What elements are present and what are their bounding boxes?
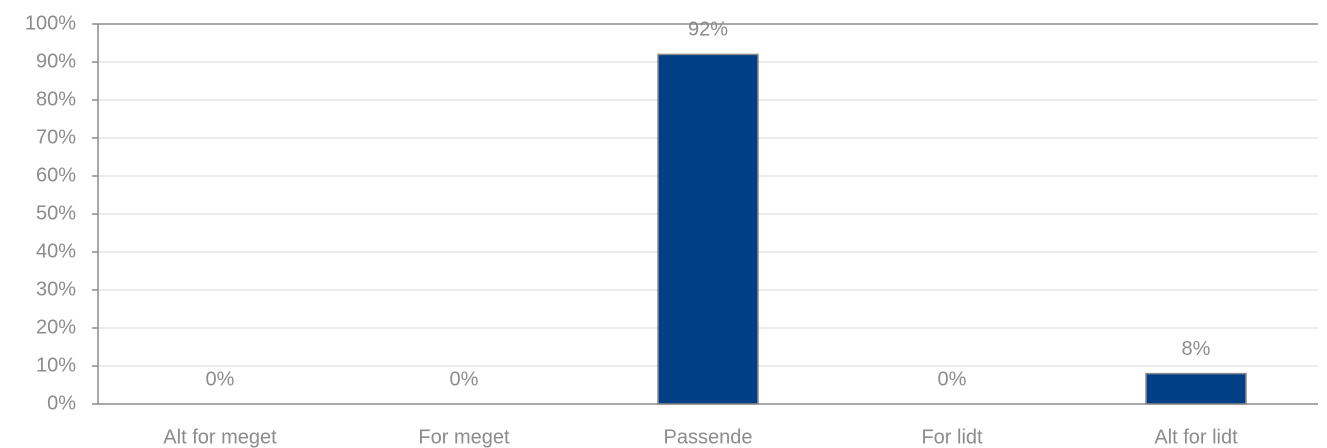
y-tick-label: 80% bbox=[36, 88, 76, 110]
y-tick-label: 70% bbox=[36, 126, 76, 148]
y-tick-label: 90% bbox=[36, 50, 76, 72]
y-tick-label: 60% bbox=[36, 164, 76, 186]
bar bbox=[657, 53, 759, 405]
y-tick-label: 50% bbox=[36, 202, 76, 224]
value-label: 92% bbox=[688, 19, 728, 41]
bar bbox=[1145, 372, 1247, 405]
y-tick-label: 100% bbox=[25, 12, 76, 34]
y-tick-label: 40% bbox=[36, 240, 76, 262]
y-tick-label: 30% bbox=[36, 278, 76, 300]
value-label: 0% bbox=[206, 368, 235, 390]
y-tick-label: 10% bbox=[36, 354, 76, 376]
value-label: 8% bbox=[1182, 338, 1211, 360]
x-tick-label: Alt for meget bbox=[163, 426, 277, 448]
y-tick-label: 0% bbox=[47, 392, 76, 414]
x-tick-label: Passende bbox=[664, 426, 753, 448]
x-tick-label: Alt for lidt bbox=[1154, 426, 1238, 448]
value-label: 0% bbox=[450, 368, 479, 390]
x-tick-label: For lidt bbox=[921, 426, 983, 448]
value-label: 0% bbox=[938, 368, 967, 390]
x-tick-label: For meget bbox=[418, 426, 510, 448]
y-tick-label: 20% bbox=[36, 316, 76, 338]
